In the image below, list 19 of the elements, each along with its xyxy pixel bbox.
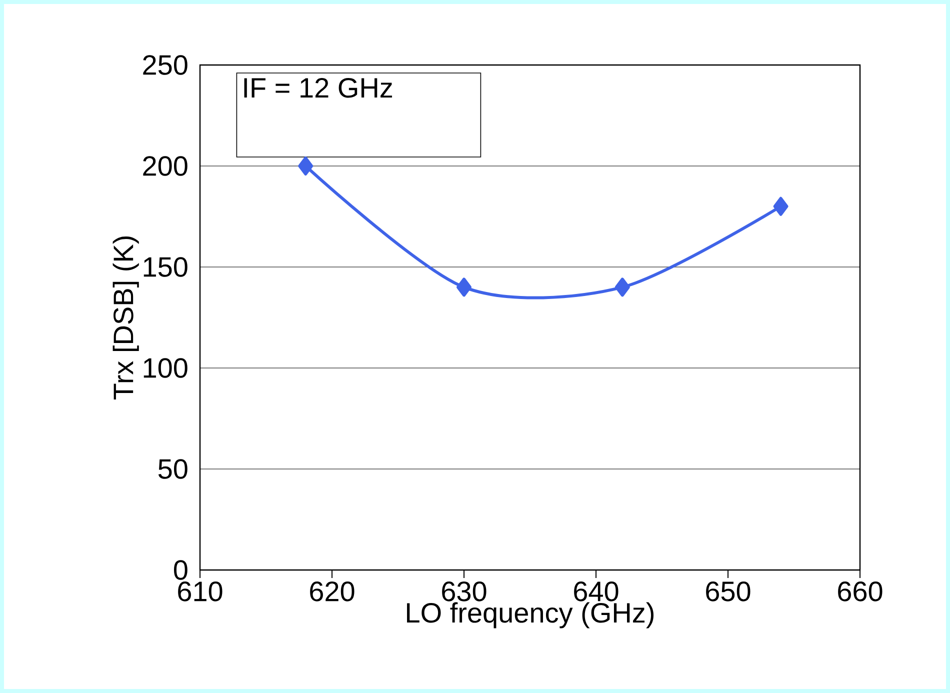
x-tick-label: 640 — [574, 582, 618, 602]
y-tick-label: 200 — [143, 156, 188, 176]
point — [456, 278, 472, 297]
y-tick-label: 100 — [144, 358, 188, 378]
y-tick-label: 150 — [144, 257, 188, 277]
y-tick-label: 0 — [174, 560, 188, 580]
x-tick-label: 650 — [706, 582, 750, 602]
point — [298, 156, 314, 176]
x-tick-label: 610 — [178, 582, 222, 602]
y-axis-title: Trx [DSB] (K) — [112, 236, 139, 400]
x-tick-label: 660 — [838, 582, 882, 602]
x-axis-title: LO frequency (GHz) — [407, 602, 654, 628]
x-tick-label: 630 — [442, 582, 486, 602]
annotation: IF = 12 GHz — [244, 78, 392, 98]
x-tick-label: 620 — [310, 582, 354, 602]
y-tick-label: 250 — [143, 55, 188, 75]
y-tick-label: 50 — [158, 459, 188, 479]
point — [614, 278, 630, 297]
point — [773, 196, 788, 216]
